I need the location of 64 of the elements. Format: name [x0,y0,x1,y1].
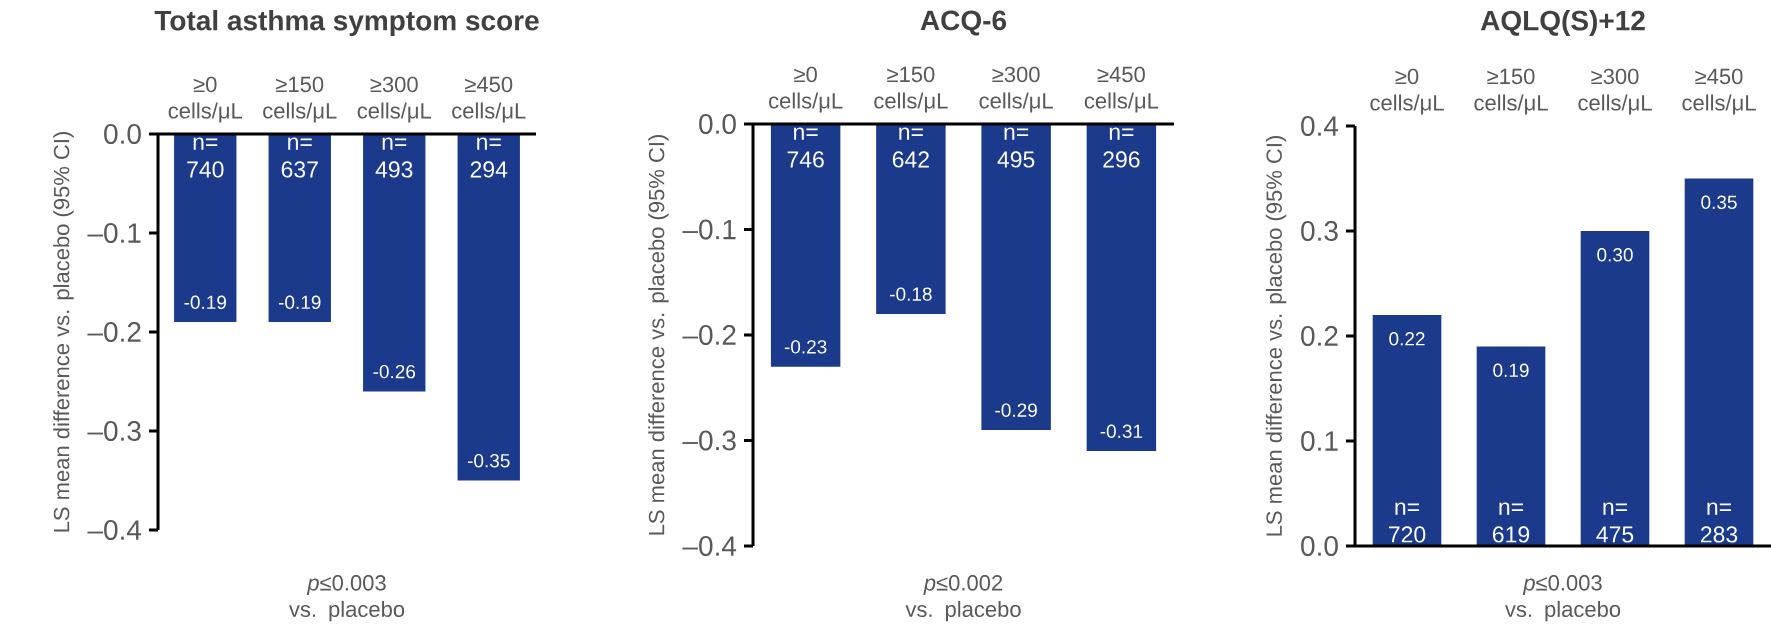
annotation: n= 720 [1389,502,1426,543]
data-label: -0.26 [373,364,416,379]
annotation: n= 642 [892,127,929,168]
y-tick-label: –0.4 [682,536,737,556]
annotation: n= 495 [997,127,1035,168]
y-tick-label: –0.1 [87,223,141,243]
y-tick-label: –0.3 [682,430,736,451]
data-label: -0.29 [995,403,1037,417]
data-label: 0.22 [1389,332,1425,346]
x-tick-label: ≥150 cells/μL [1474,68,1548,115]
data-label: -0.23 [784,340,827,354]
x-tick-label: ≥150 cells/μL [874,66,948,113]
x-tick-label: ≥450 cells/μL [452,76,526,123]
x-tick-label: ≥450 cells/μL [1084,66,1159,113]
y-tick-label: 0.4 [1301,116,1339,136]
y-tick-label: 0.0 [1301,536,1338,556]
y-axis-title: LS mean difference vs. placebo (95% CI) [53,132,74,532]
annotation: n= 493 [375,137,413,178]
y-tick-label: 0.3 [1301,221,1338,241]
annotation: n= 637 [281,137,318,178]
y-axis-title: LS mean difference vs. placebo (95% CI) [648,135,669,535]
y-tick-label: 0.0 [104,124,141,144]
x-tick-label: ≥300 cells/μL [979,66,1053,113]
chart-title: Total asthma symptom score [154,9,539,37]
chart-title: ACQ-6 [920,10,1007,36]
bar [1684,178,1754,546]
y-tick-label: 0.2 [1301,326,1338,346]
annotation: n= 283 [1700,502,1738,543]
data-label: -0.19 [184,295,226,310]
text: p≤0.002 vs. placebo [905,575,1021,622]
x-tick-label: ≥300 cells/μL [1578,68,1652,115]
y-tick-label: –0.4 [87,520,142,540]
annotation: n= 475 [1596,502,1634,543]
y-tick-label: –0.2 [87,322,141,342]
data-label: 0.30 [1597,248,1633,262]
y-tick-label: –0.3 [87,421,141,441]
bar [1372,315,1442,546]
annotation: n= 619 [1492,502,1530,543]
x-tick-label: ≥450 cells/μL [1682,68,1756,115]
y-tick-label: –0.1 [682,219,736,240]
text: p≤0.003 vs. placebo [1504,575,1621,622]
y-tick-label: 0.0 [699,114,736,134]
bar [1580,231,1650,546]
data-label: -0.18 [890,287,932,301]
x-tick-label: ≥0 cells/μL [1370,68,1444,115]
x-tick-label: ≥300 cells/μL [357,76,432,123]
annotation: n= 746 [787,127,824,168]
annotation: n= 294 [470,137,508,178]
annotation: n= 296 [1103,127,1140,168]
annotation: n= 740 [187,137,224,178]
x-tick-label: ≥0 cells/μL [769,66,843,113]
y-axis-title: LS mean difference vs. placebo (95% CI) [1265,136,1287,536]
x-tick-label: ≥0 cells/μL [168,76,243,123]
data-label: -0.35 [467,453,510,468]
x-tick-label: ≥150 cells/μL [263,76,337,123]
data-label: -0.19 [278,295,321,310]
data-label: -0.31 [1100,424,1143,438]
text: p≤0.003 vs. placebo [288,575,405,622]
data-label: 0.35 [1701,195,1737,210]
y-tick-label: –0.2 [682,325,736,345]
data-label: 0.19 [1493,363,1529,378]
chart-title: AQLQ(S)+12 [1480,9,1645,37]
y-tick-label: 0.1 [1301,431,1338,451]
bar [1476,346,1546,546]
